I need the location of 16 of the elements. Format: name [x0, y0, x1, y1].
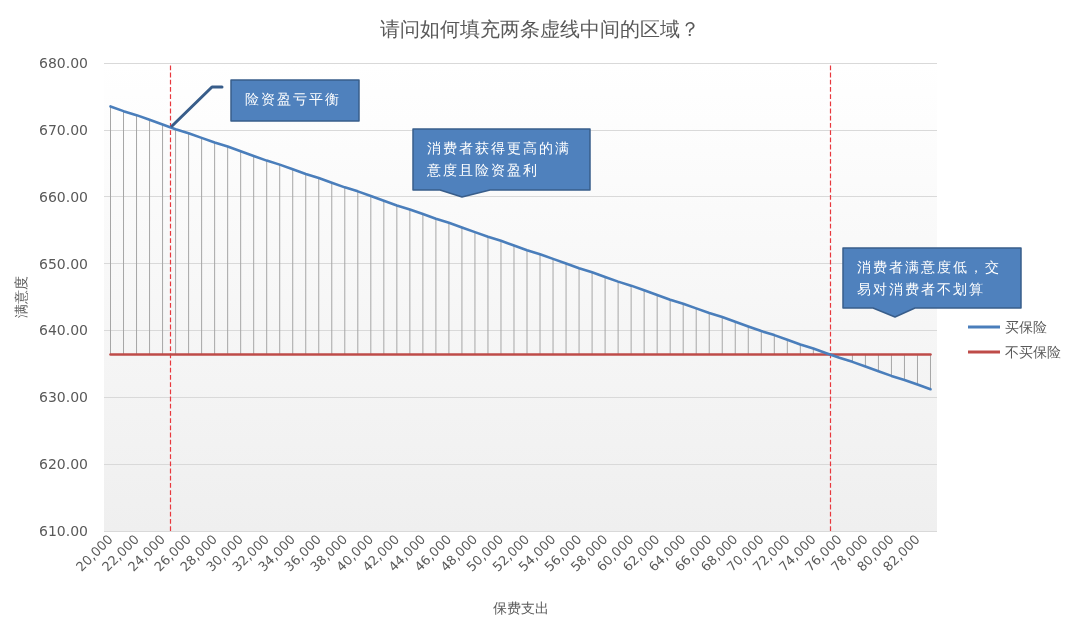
y-tick-label: 680.00 [39, 55, 88, 71]
x-axis-title: 保费支出 [492, 600, 549, 616]
chart-title: 请问如何填充两条虚线中间的区域？ [380, 18, 700, 40]
annotation: 消费者获得更高的满意度且险资盈利 [426, 139, 572, 180]
annotation: 险资盈亏平衡 [231, 80, 359, 121]
legend-label: 买保险 [1005, 319, 1047, 335]
y-tick-label: 670.00 [39, 121, 88, 138]
y-tick-label: 610.00 [39, 523, 88, 539]
y-tick-label: 620.00 [39, 456, 88, 473]
y-tick-label: 640.00 [39, 322, 88, 339]
y-tick-label: 650.00 [39, 255, 88, 272]
y-tick-label: 630.00 [39, 389, 88, 406]
y-axis-title: 满意度 [13, 276, 30, 318]
annotation: 消费者满意度低，交易对消费者不划算 [856, 258, 1002, 299]
y-tick-label: 660.00 [39, 188, 88, 205]
legend-label: 不买保险 [1005, 344, 1061, 360]
